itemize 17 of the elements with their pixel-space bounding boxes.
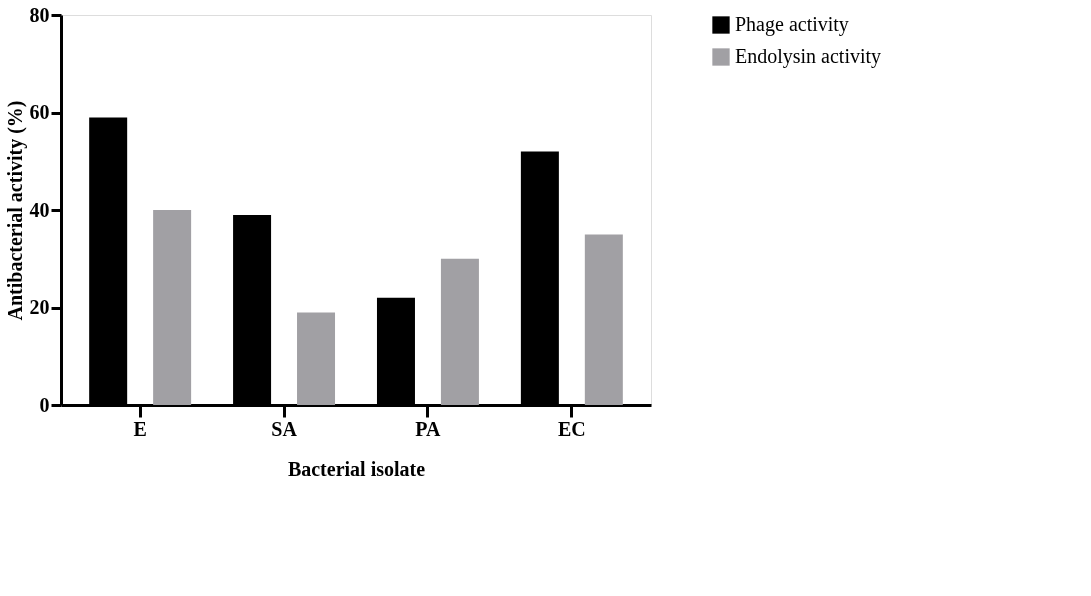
- y-tick-label: 0: [39, 393, 50, 416]
- bar: [584, 234, 623, 405]
- legend-label: Endolysin activity: [735, 45, 882, 68]
- y-axis-title: Antibacterial activity (%): [3, 100, 27, 321]
- y-tick-label: 40: [29, 198, 50, 221]
- bar: [153, 210, 192, 405]
- y-tick-label: 20: [29, 296, 50, 318]
- x-tick-label: PA: [415, 417, 442, 440]
- bar: [440, 258, 479, 405]
- y-tick-label: 60: [29, 101, 50, 123]
- legend-label: Phage activity: [735, 13, 849, 36]
- x-tick-label: E: [133, 417, 147, 440]
- x-tick-label: EC: [557, 417, 586, 440]
- x-tick-label: SA: [271, 417, 298, 440]
- y-tick-label: 80: [29, 3, 50, 26]
- bar: [297, 312, 336, 405]
- x-axis-title: Bacterial isolate: [287, 457, 426, 480]
